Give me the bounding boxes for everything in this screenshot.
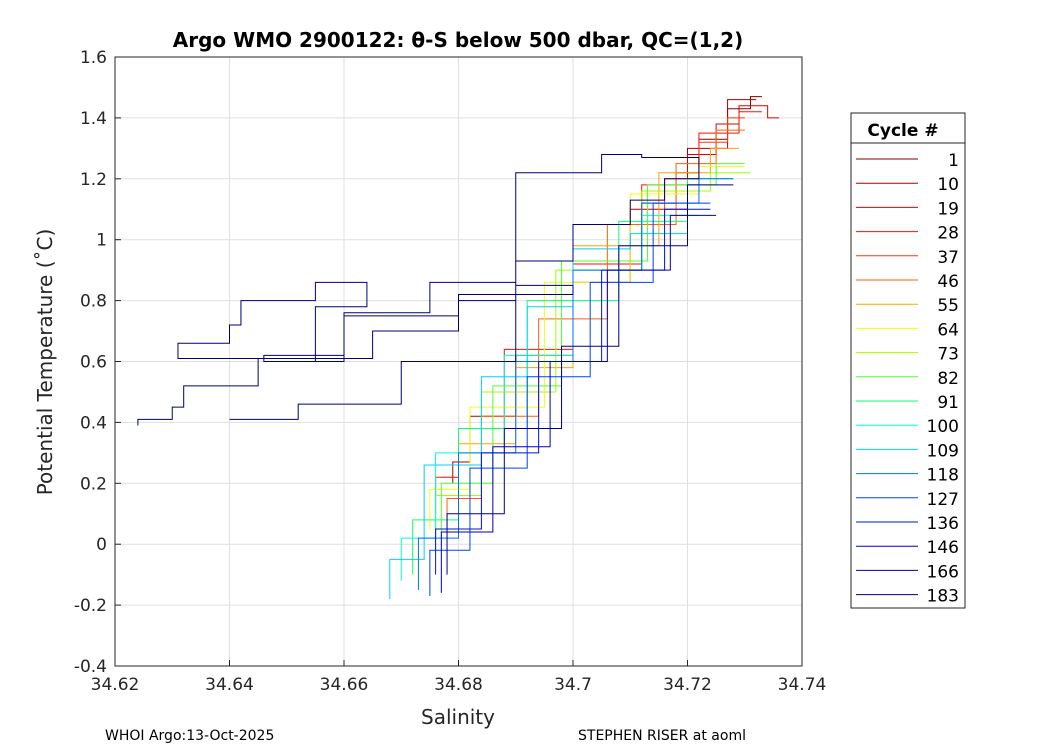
y-tick-label: 0 [96,535,107,555]
x-tick-label: 34.64 [205,675,254,695]
y-ticks: -0.4 -0.2 0 0.2 0.4 0.6 0.8 1 1.2 1.4 1.6 [74,48,121,677]
legend-title: Cycle # [867,121,938,141]
y-tick-label: 1.6 [80,48,107,68]
legend-label: 91 [937,393,959,413]
legend-label: 109 [927,441,959,461]
x-tick-label: 34.7 [554,675,592,695]
legend-label: 46 [937,272,959,292]
legend-label: 28 [937,224,959,244]
legend-label: 37 [937,248,959,268]
y-tick-label: 0.6 [80,353,107,373]
legend-label: 10 [937,175,959,195]
y-axis-label: Potential Temperature (˚C) [33,229,57,496]
footer-date: WHOI Argo:13-Oct-2025 [105,728,274,744]
legend-label: 183 [927,587,959,607]
legend-label: 118 [927,466,959,486]
legend-label: 166 [927,562,959,582]
y-tick-label: 1.4 [80,109,107,129]
series-cycle-37 [664,117,745,225]
legend-label: 146 [927,538,959,558]
x-tick-label: 34.68 [434,675,483,695]
series-cycle-19 [687,105,780,204]
plot-series [137,96,780,600]
x-tick-label: 34.66 [320,675,369,695]
y-tick-label: -0.2 [74,596,107,616]
y-tick-label: 1 [96,231,107,251]
legend: Cycle # 1 10 19 28 37 46 55 64 73 82 91 100 109 118 12… [850,112,966,609]
legend-label: 100 [927,417,959,437]
x-axis-label: Salinity [421,705,495,729]
legend-label: 136 [927,514,959,534]
legend-label: 73 [937,345,959,365]
legend-label: 55 [937,296,959,316]
series-cycle-64 [429,166,745,529]
x-tick-label: 34.62 [91,675,140,695]
legend-box [850,112,966,609]
series-cycle-46 [446,129,745,529]
series-cycle-146 [440,214,717,593]
series-cycle-82 [440,163,745,539]
y-tick-label: 0.4 [80,413,107,433]
x-tick-label: 34.74 [778,675,827,695]
y-tick-label: 1.2 [80,170,107,190]
chart-title: Argo WMO 2900122: θ-S below 500 dbar, QC… [173,28,743,52]
series-cycle-127 [429,202,711,596]
series-cycle-183 [137,153,700,426]
legend-label: 82 [937,369,959,389]
footer-author: STEPHEN RISER at aoml [578,728,746,744]
legend-label: 19 [937,199,959,219]
legend-label: 1 [948,151,959,171]
legend-label: 64 [937,320,959,340]
x-ticks: 34.62 34.64 34.66 34.68 34.7 34.72 34.74 [91,660,827,695]
series-cycle-136 [435,208,711,575]
y-tick-label: 0.8 [80,292,107,312]
y-tick-label: -0.4 [74,657,107,677]
y-tick-label: 0.2 [80,474,107,494]
x-tick-label: 34.72 [663,675,712,695]
legend-label: 127 [927,490,959,510]
series-cycle-28 [435,111,762,514]
series-cycle-166 [446,184,734,575]
series-cycle-118 [417,178,734,590]
